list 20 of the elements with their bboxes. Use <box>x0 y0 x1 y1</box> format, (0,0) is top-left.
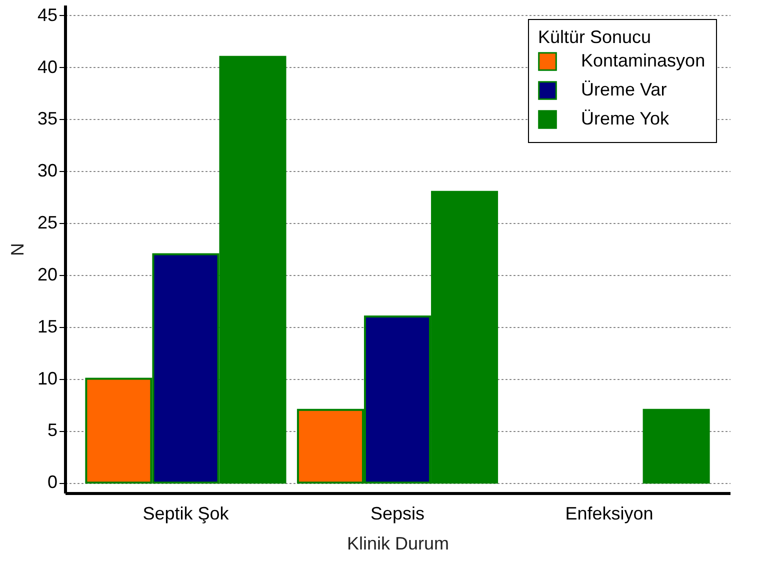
y-tick-label: 10 <box>37 368 58 388</box>
y-tick-label: 5 <box>47 420 58 440</box>
y-tick-label: 25 <box>37 212 58 233</box>
y-tick-label: 40 <box>37 56 58 77</box>
x-tick-label: Septik Şok <box>142 504 230 524</box>
x-tick-label: Sepsis <box>370 504 425 524</box>
legend-label: Üreme Yok <box>581 108 670 128</box>
legend-label: Üreme Var <box>581 80 667 100</box>
y-tick-label: 35 <box>37 108 58 129</box>
x-axis-title: Klinik Durum <box>346 534 450 554</box>
y-tick-label: 15 <box>37 316 58 336</box>
bar <box>642 408 710 484</box>
y-tick-label: 30 <box>37 160 58 181</box>
y-tick-label: 20 <box>37 264 58 284</box>
y-tick-label: 0 <box>47 472 58 492</box>
legend-title: Kültür Sonucu <box>538 27 652 47</box>
x-tick-label: Enfeksiyon <box>565 504 654 524</box>
legend-label: Kontaminasyon <box>581 50 706 70</box>
y-tick-label: 45 <box>37 4 58 25</box>
y-axis-title: N <box>7 243 28 256</box>
